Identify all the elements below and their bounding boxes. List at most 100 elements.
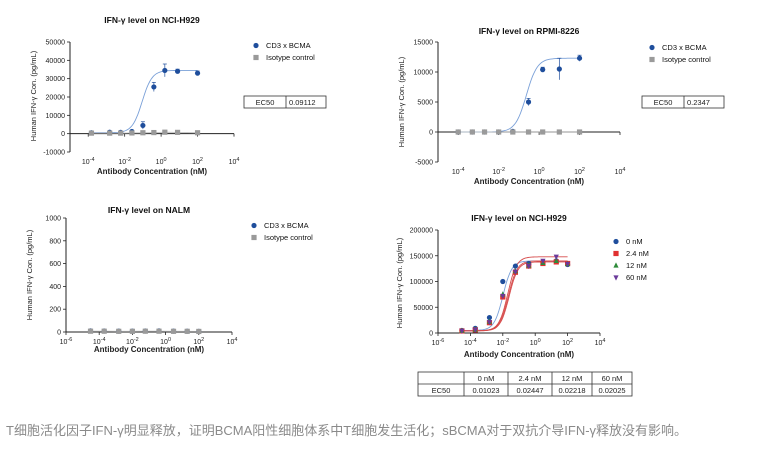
x-axis-label: Antibody Concentration (nM): [94, 345, 205, 354]
x-tick-label: 10-2: [118, 157, 131, 166]
ec50-box: [641, 95, 725, 109]
legend-marker: [649, 44, 655, 51]
chart-3: IFN-γ level on NALM 1000 800 600 400 200 010-6…: [25, 205, 313, 354]
legend-marker: [251, 234, 257, 241]
data-point: [129, 130, 135, 136]
legend-marker: [613, 275, 619, 281]
legend-label: Isotype control: [264, 233, 313, 242]
data-point: [512, 269, 519, 275]
y-tick-label: 600: [49, 261, 61, 268]
data-point: [540, 258, 546, 264]
y-axis-label: Human IFN-γ Con. (pg/mL): [395, 237, 404, 328]
x-tick-label: 102: [193, 337, 204, 346]
legend-label: Isotype control: [662, 55, 711, 64]
x-tick-label: 104: [615, 167, 626, 176]
x-axis-label: Antibody Concentration (nM): [464, 350, 575, 359]
ec50-box: [243, 95, 327, 109]
ec50-value: 0.2347: [687, 98, 710, 107]
x-tick-label: 10-4: [464, 338, 477, 347]
y-tick-label: 100000: [410, 279, 433, 286]
data-point: [525, 129, 532, 135]
data-point: [118, 130, 124, 136]
ec50-table-header: 2.4 nM: [519, 374, 542, 383]
ec50-table-cell: 0.02447: [516, 386, 543, 395]
x-tick-label: 10-4: [452, 167, 465, 176]
legend-label: CD3 x BCMA: [266, 41, 311, 50]
data-point: [88, 130, 95, 136]
ec50-value: 0.09112: [289, 98, 316, 107]
ec50-label: EC50: [654, 98, 673, 107]
legend-label: 2.4 nM: [626, 249, 649, 258]
ec50-table-cell: EC50: [432, 386, 451, 395]
fit-curve: [91, 69, 198, 134]
y-tick-label: -10000: [43, 150, 65, 157]
x-tick-label: 100: [156, 157, 167, 166]
x-tick-label: 10-2: [496, 338, 509, 347]
legend-label: Isotype control: [266, 53, 315, 62]
y-axis-label: Human IFN-γ Con. (pg/mL): [25, 229, 34, 320]
data-point: [156, 328, 162, 334]
legend-label: 60 nM: [626, 273, 647, 282]
x-tick-label: 10-4: [93, 337, 106, 346]
y-tick-label: 1000: [45, 216, 61, 223]
legend-label: 0 nM: [626, 237, 643, 246]
chart-title: IFN-γ level on NALM: [108, 205, 190, 215]
data-point: [540, 129, 546, 135]
y-tick-label: 30000: [46, 76, 66, 83]
x-axis-label: Antibody Concentration (nM): [474, 177, 585, 186]
data-point: [459, 328, 465, 334]
y-tick-label: 50000: [414, 305, 434, 312]
data-point: [116, 328, 122, 334]
y-tick-label: 150000: [410, 253, 433, 260]
data-point: [87, 328, 94, 334]
chart-4: IFN-γ level on NCI-H92920000015000010000…: [395, 213, 649, 397]
y-tick-label: 0: [57, 330, 61, 337]
data-point: [174, 68, 181, 74]
data-point: [512, 263, 519, 269]
data-point: [162, 129, 168, 135]
x-tick-label: 10-6: [432, 338, 445, 347]
chart-1: IFN-γ level on NCI-H929 50000 40000 30000 20…: [29, 15, 327, 176]
y-tick-label: 0: [61, 131, 65, 138]
legend-marker: [251, 222, 257, 229]
y-tick-label: 5000: [417, 100, 433, 107]
y-tick-label: 15000: [414, 40, 434, 47]
data-point: [196, 328, 202, 335]
data-point: [170, 328, 177, 334]
x-tick-label: 100: [530, 338, 541, 347]
y-axis-label: Human IFN-γ Con. (pg/mL): [397, 56, 406, 147]
data-point: [565, 261, 571, 268]
data-point: [500, 293, 506, 300]
data-point: [174, 129, 181, 135]
y-tick-label: 50000: [46, 40, 66, 47]
data-point: [525, 99, 532, 105]
x-tick-label: 10-2: [126, 337, 139, 346]
ec50-table-cell: 0.02218: [558, 386, 585, 395]
data-point: [556, 66, 562, 72]
data-point: [184, 328, 190, 334]
data-point: [576, 55, 583, 61]
data-point: [540, 67, 546, 73]
y-tick-label: 10000: [46, 113, 66, 120]
data-point: [553, 254, 559, 260]
y-tick-label: 40000: [46, 58, 66, 65]
data-point: [151, 84, 157, 90]
x-tick-label: 10-2: [492, 167, 505, 176]
data-point: [526, 263, 532, 270]
data-point: [194, 130, 201, 136]
chart-title: IFN-γ level on NCI-H929: [104, 15, 200, 25]
data-point: [469, 129, 475, 135]
data-point: [576, 129, 583, 135]
data-point: [486, 320, 493, 326]
y-tick-label: 20000: [46, 95, 66, 102]
y-tick-label: -5000: [415, 160, 433, 167]
legend-label: CD3 x BCMA: [662, 43, 707, 52]
legend-marker: [253, 42, 259, 49]
x-tick-label: 100: [160, 337, 171, 346]
y-tick-label: 200000: [410, 228, 433, 235]
data-point: [140, 130, 146, 136]
legend-marker: [613, 250, 619, 257]
data-point: [151, 129, 157, 136]
legend-marker: [649, 56, 655, 63]
